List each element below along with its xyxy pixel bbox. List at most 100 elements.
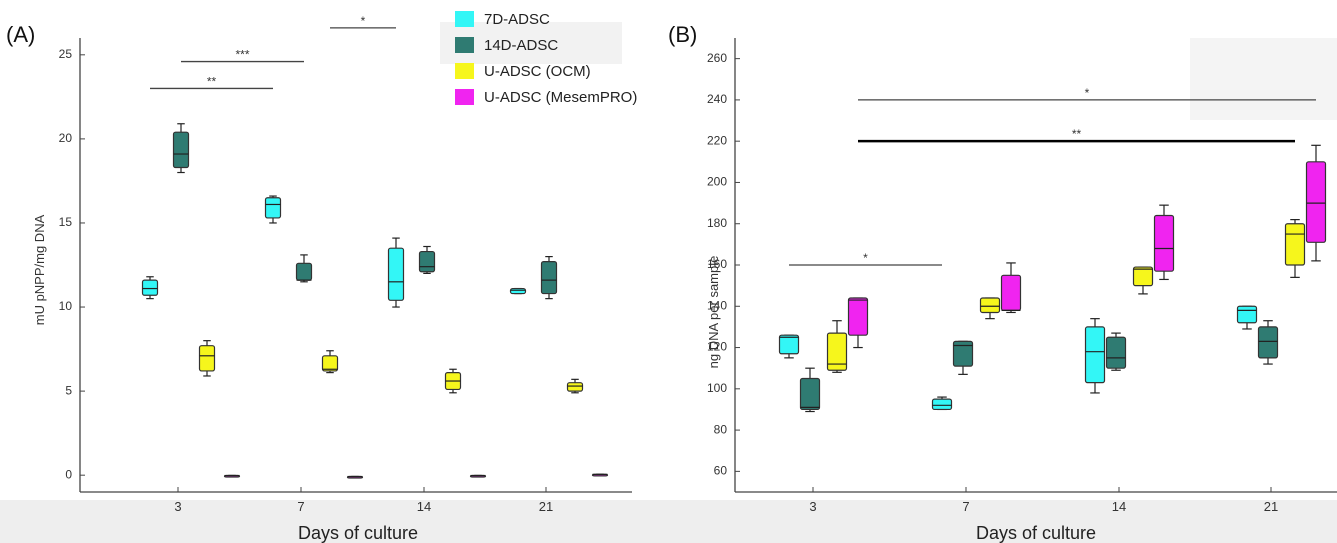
- box: [387, 247, 405, 301]
- y-tick-label: 10: [59, 299, 73, 313]
- y-tick-label: 5: [65, 383, 72, 397]
- legend-label: U-ADSC (OCM): [484, 63, 591, 80]
- legend-label: 14D-ADSC: [484, 37, 558, 54]
- significance-label: *: [1085, 86, 1090, 100]
- box-plot: [826, 320, 848, 373]
- box-plot: [566, 378, 584, 394]
- y-tick-label: 20: [59, 131, 73, 145]
- box: [509, 287, 527, 295]
- box-plot: [1305, 144, 1327, 262]
- panel-b-label: (B): [668, 22, 697, 47]
- box: [799, 377, 821, 411]
- box: [847, 297, 869, 336]
- significance-label: *: [361, 14, 366, 28]
- y-tick-label: 80: [714, 422, 728, 436]
- x-axis-label: Days of culture: [298, 523, 418, 543]
- y-tick-label: 240: [707, 92, 727, 106]
- y-axis-label: ng DNA per sample: [706, 256, 721, 369]
- box: [566, 382, 584, 392]
- box-plot: [540, 255, 558, 300]
- box-plot: [444, 368, 462, 394]
- legend-swatch: [455, 63, 474, 79]
- legend-label: 7D-ADSC: [484, 11, 550, 28]
- box-plot: [1084, 318, 1106, 394]
- box-plot: [931, 396, 953, 411]
- box: [952, 340, 974, 367]
- box: [264, 197, 282, 219]
- box-plot: [469, 474, 487, 478]
- legend: 7D-ADSC 14D-ADSC U-ADSC (OCM) U-ADSC (Mesem…: [455, 11, 637, 106]
- box: [1305, 161, 1327, 243]
- box-plot: [264, 195, 282, 224]
- y-axis-label: mU pNPP/mg DNA: [32, 214, 47, 325]
- box: [1153, 214, 1175, 272]
- box-plot: [346, 475, 364, 479]
- box: [295, 262, 313, 281]
- box: [826, 332, 848, 371]
- box: [418, 250, 436, 273]
- x-tick-label: 3: [809, 499, 816, 514]
- box-plot: [1257, 320, 1279, 365]
- box-plot: [1236, 305, 1258, 330]
- box: [198, 345, 216, 372]
- panel-b-corner-shade: [1190, 38, 1337, 120]
- box-plot: [591, 473, 609, 477]
- x-tick-label: 14: [1112, 499, 1126, 514]
- box-plot: [1153, 204, 1175, 281]
- bottom-band: [0, 500, 1337, 543]
- box: [321, 355, 339, 372]
- panel-b-chart: 60 80 100 120 140 160 180 200 220 240 260 3 7 14 21 Day…: [706, 38, 1337, 543]
- box-plot: [799, 367, 821, 413]
- y-tick-label: 260: [707, 51, 727, 65]
- legend-label: U-ADSC (MesemPRO): [484, 89, 637, 106]
- x-axis-label: Days of culture: [976, 523, 1096, 543]
- y-tick-label: 180: [707, 216, 727, 230]
- y-tick-label: 140: [707, 298, 727, 312]
- box: [141, 279, 159, 296]
- box: [540, 261, 558, 295]
- box-plot: [979, 297, 1001, 320]
- x-tick-label: 14: [417, 499, 431, 514]
- box: [1132, 266, 1154, 287]
- x-tick-label: 3: [174, 499, 181, 514]
- y-tick-label: 220: [707, 133, 727, 147]
- box-plot: [509, 287, 527, 295]
- box-plot: [1000, 262, 1022, 314]
- x-tick-label: 21: [539, 499, 553, 514]
- box: [1105, 336, 1127, 369]
- box: [778, 334, 800, 355]
- box-plot: [321, 350, 339, 374]
- box-plot: [141, 276, 159, 300]
- box-plot: [847, 297, 869, 349]
- y-tick-label: 160: [707, 257, 727, 271]
- x-tick-label: 7: [297, 499, 304, 514]
- box: [1257, 326, 1279, 359]
- x-tick-label: 7: [962, 499, 969, 514]
- y-tick-label: 0: [65, 467, 72, 481]
- y-tick-label: 100: [707, 381, 727, 395]
- panel-a-chart: 0 5 10 15 20 25 3 7 14 21 Days of culture mU pNPP/m…: [32, 14, 632, 543]
- box: [172, 131, 190, 169]
- box: [1000, 274, 1022, 311]
- panel-a-label: (A): [6, 22, 35, 47]
- y-tick-label: 200: [707, 175, 727, 189]
- box: [1084, 326, 1106, 384]
- box: [979, 297, 1001, 314]
- legend-swatch: [455, 37, 474, 53]
- box-plot: [198, 340, 216, 377]
- box-plot: [418, 245, 436, 275]
- significance-label: ***: [235, 48, 249, 62]
- significance-label: **: [1072, 127, 1082, 141]
- box-plot: [778, 334, 800, 359]
- box-plot: [1284, 219, 1306, 278]
- box-plot: [387, 237, 405, 308]
- box: [931, 398, 953, 411]
- x-tick-label: 21: [1264, 499, 1278, 514]
- box-plot: [172, 123, 190, 174]
- y-tick-label: 25: [59, 47, 73, 61]
- box-plot: [1132, 266, 1154, 295]
- box-plot: [223, 474, 241, 478]
- box-plot: [295, 254, 313, 283]
- box: [1284, 223, 1306, 266]
